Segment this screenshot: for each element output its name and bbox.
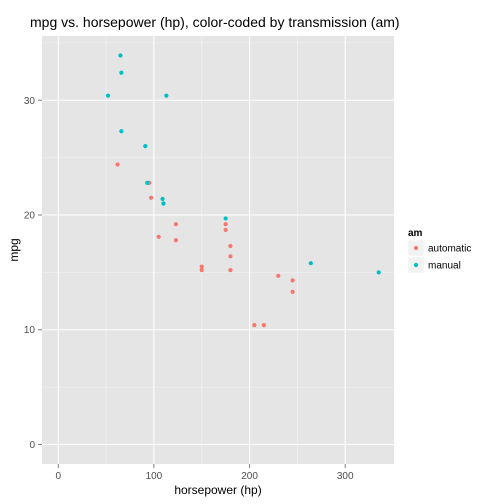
major-gridlines (42, 36, 394, 464)
y-tick-label: 0 (29, 440, 35, 451)
y-tick-label: 10 (24, 325, 36, 336)
data-points (105, 53, 381, 328)
legend-label: automatic (428, 244, 471, 255)
point-automatic (223, 227, 228, 233)
plot-panel (42, 36, 394, 464)
legend-key-point (413, 245, 419, 251)
point-manual (118, 53, 123, 58)
y-tick-label: 20 (24, 211, 36, 222)
point-automatic (290, 278, 295, 283)
legend-items: automatic manual (407, 239, 471, 274)
point-automatic (228, 243, 233, 249)
y-axis-ticks: 0 10 20 30 (24, 96, 42, 451)
y-axis-title: mpg (7, 238, 21, 261)
point-manual (223, 216, 228, 221)
x-tick-label: 100 (146, 471, 163, 482)
point-manual (143, 144, 148, 149)
point-manual (119, 129, 124, 134)
x-tick-label: 200 (241, 471, 258, 482)
point-automatic (115, 162, 120, 167)
point-automatic (199, 264, 204, 269)
legend-key-point (413, 262, 419, 268)
point-manual (119, 70, 124, 75)
point-manual (160, 196, 165, 202)
legend-label: manual (428, 261, 461, 272)
point-automatic (148, 195, 154, 200)
y-tick-label: 30 (24, 96, 36, 107)
x-tick-label: 0 (55, 471, 61, 482)
point-automatic (290, 289, 295, 294)
x-axis-ticks: 0 100 200 300 (55, 464, 354, 482)
point-automatic (173, 222, 179, 227)
point-automatic (223, 222, 228, 227)
point-manual (376, 270, 381, 275)
point-automatic (276, 273, 281, 278)
point-manual (145, 180, 150, 185)
point-manual (308, 261, 313, 266)
point-automatic (228, 267, 233, 273)
point-automatic (252, 323, 257, 328)
point-automatic (156, 234, 161, 239)
point-automatic (199, 267, 204, 273)
point-automatic (173, 238, 179, 243)
legend: am automatic manual (407, 228, 471, 274)
point-automatic (261, 323, 267, 328)
point-automatic (228, 254, 233, 259)
point-manual (164, 93, 169, 98)
minor-gridlines (42, 36, 394, 464)
chart-title: mpg vs. horsepower (hp), color-coded by … (30, 14, 400, 30)
x-tick-label: 300 (337, 471, 354, 482)
legend-title: am (408, 228, 423, 239)
point-manual (161, 201, 166, 206)
x-axis-title: horsepower (hp) (174, 483, 261, 497)
point-manual (105, 93, 111, 98)
